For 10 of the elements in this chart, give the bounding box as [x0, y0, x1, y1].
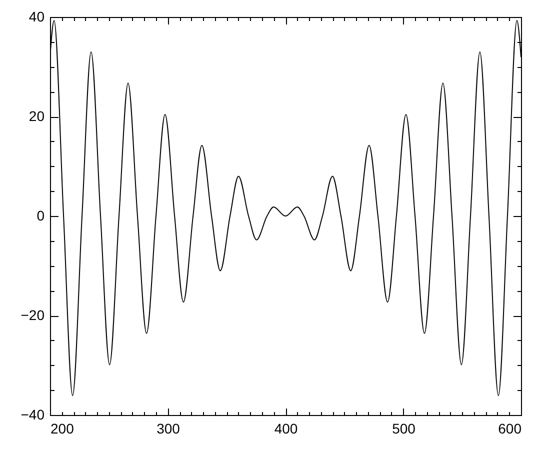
x-tick-label: 500	[392, 420, 416, 436]
x-tick-label: 200	[50, 420, 74, 436]
x-tick-label: 600	[498, 420, 522, 436]
y-tick-label: 0	[36, 208, 45, 224]
y-tick-label: 20	[28, 108, 45, 124]
x-tick-label: 300	[156, 420, 180, 436]
y-tick-label: −20	[20, 307, 45, 323]
y-tick-label: 40	[28, 8, 45, 24]
x-tick-label: 400	[274, 420, 298, 436]
y-tick-label: −40	[20, 406, 45, 422]
